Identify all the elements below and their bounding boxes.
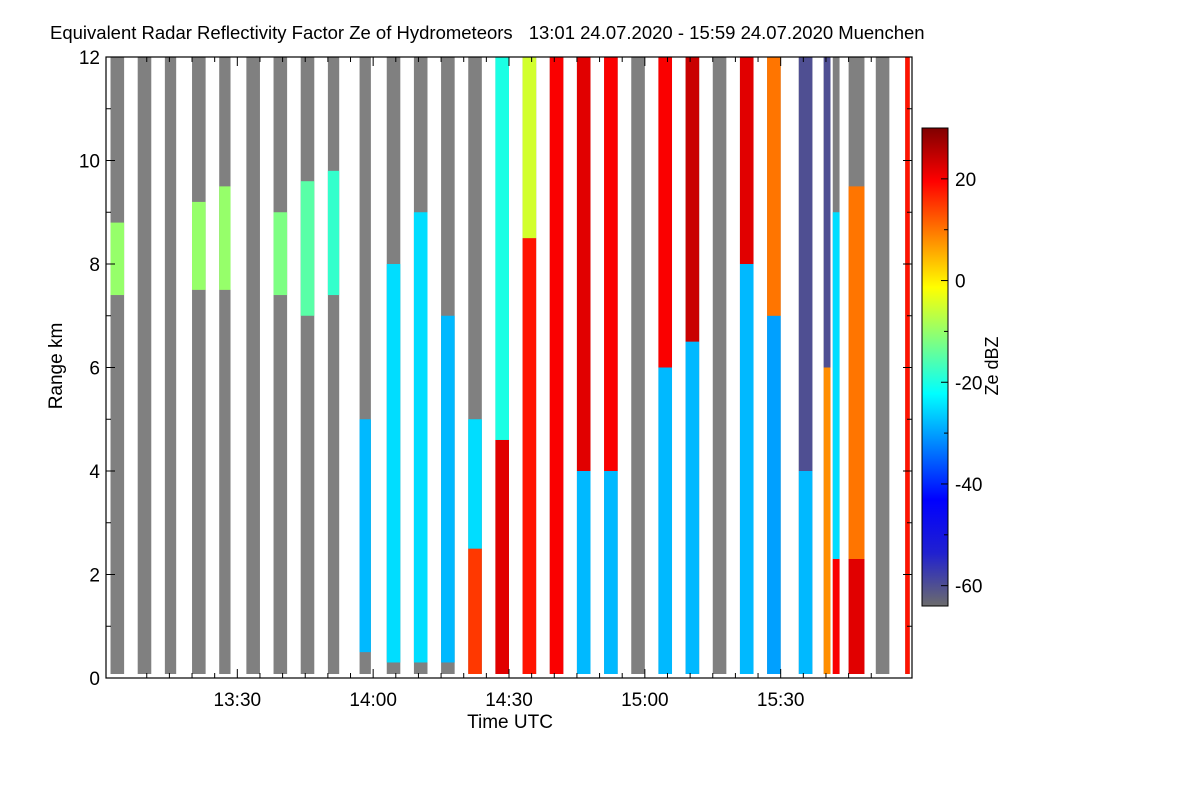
echo-layer-27-0: [832, 558, 840, 674]
axes: 0 2 4 6 8 10 12 13:30 14:00 14:30 15:00 15:30: [79, 48, 913, 711]
echo-layer-24-0: [767, 315, 781, 674]
echo-layer-14-1: [495, 57, 509, 440]
echo-layer-30-0: [905, 57, 910, 674]
echo-layer-28-1: [848, 186, 865, 559]
y-tick-label: 12: [79, 48, 100, 69]
observation-column-19: [631, 57, 645, 674]
colorbar-tick-label: -60: [955, 577, 982, 598]
observation-column-0: [110, 57, 125, 674]
echo-layer-18-1: [604, 57, 618, 471]
echo-layer-15-1: [522, 57, 537, 239]
echo-layer-14-0: [495, 439, 509, 674]
echo-layer-21-1: [685, 57, 700, 342]
echo-layer-13-1: [468, 419, 482, 549]
y-tick-label: 2: [89, 566, 100, 587]
observation-column-8: [327, 57, 340, 674]
observation-column-29: [875, 57, 890, 674]
echo-layer-10-0: [386, 264, 401, 663]
y-tick-label: 6: [89, 359, 100, 380]
observation-column-1: [137, 57, 152, 674]
chart-title: Equivalent Radar Reflectivity Factor Ze …: [50, 22, 925, 43]
colorbar-scale: [921, 127, 949, 607]
echo-layer-6-0: [273, 212, 288, 296]
echo-layer-20-1: [658, 57, 673, 368]
echo-layer-4-0: [219, 186, 231, 290]
echo-layer-0-0: [110, 222, 125, 296]
echo-layer-3-0: [192, 201, 206, 290]
x-axis-label: Time UTC: [467, 712, 553, 733]
y-tick-label: 0: [89, 669, 100, 690]
echo-layer-15-0: [522, 238, 537, 674]
echo-layer-27-1: [832, 212, 840, 559]
x-tick-label: 13:30: [214, 690, 262, 711]
colorbar-tick-label: 0: [955, 272, 966, 293]
echo-layer-17-0: [576, 471, 591, 674]
observation-column-22: [712, 57, 727, 674]
colorbar-tick-label: -40: [955, 475, 982, 496]
observation-column-5: [246, 57, 260, 674]
colorbar-tick-label: -20: [955, 373, 982, 394]
y-tick-label: 4: [89, 462, 100, 483]
echo-layer-25-0: [798, 471, 813, 674]
echo-layer-18-0: [604, 471, 618, 674]
observation-column-6: [273, 57, 288, 674]
echo-layer-23-0: [739, 264, 754, 674]
echo-layer-11-0: [413, 212, 428, 663]
observation-column-2: [164, 57, 177, 674]
echo-layer-26-0: [823, 367, 831, 674]
echo-layer-13-0: [468, 548, 482, 674]
observation-column-9: [359, 57, 371, 674]
echo-layer-28-0: [848, 558, 865, 674]
echo-layer-20-0: [658, 367, 673, 674]
title-main: Equivalent Radar Reflectivity Factor Ze …: [50, 22, 513, 43]
x-tick-label: 14:00: [349, 690, 397, 711]
echo-layer-8-0: [327, 170, 340, 296]
echo-layer-21-0: [685, 341, 700, 674]
title-location: Muenchen: [838, 22, 924, 43]
echo-layer-16-0: [549, 57, 564, 674]
echo-layer-26-1: [823, 57, 831, 368]
echo-layer-12-0: [441, 315, 455, 663]
echo-layer-24-1: [767, 57, 781, 316]
echo-layer-7-0: [300, 181, 315, 316]
colorbar-tick-label: 20: [955, 170, 976, 191]
observation-column-4: [219, 57, 231, 674]
echo-layer-23-1: [739, 57, 754, 264]
echo-layer-17-1: [576, 57, 591, 471]
echo-layer-9-0: [359, 419, 371, 653]
y-axis-label: Range km: [46, 323, 67, 410]
plot-area: [110, 57, 910, 674]
colorbar: 20 0 -20 -40 -60: [921, 127, 982, 607]
x-tick-label: 14:30: [485, 690, 533, 711]
observation-column-3: [192, 57, 206, 674]
x-tick-label: 15:00: [621, 690, 669, 711]
observation-column-7: [300, 57, 315, 674]
y-tick-label: 10: [79, 152, 100, 173]
echo-layer-25-1: [798, 57, 813, 471]
title-time-range: 13:01 24.07.2020 - 15:59 24.07.2020: [529, 22, 834, 43]
x-tick-label: 15:30: [757, 690, 805, 711]
colorbar-label: Ze dBZ: [982, 336, 1002, 395]
y-tick-label: 8: [89, 255, 100, 276]
